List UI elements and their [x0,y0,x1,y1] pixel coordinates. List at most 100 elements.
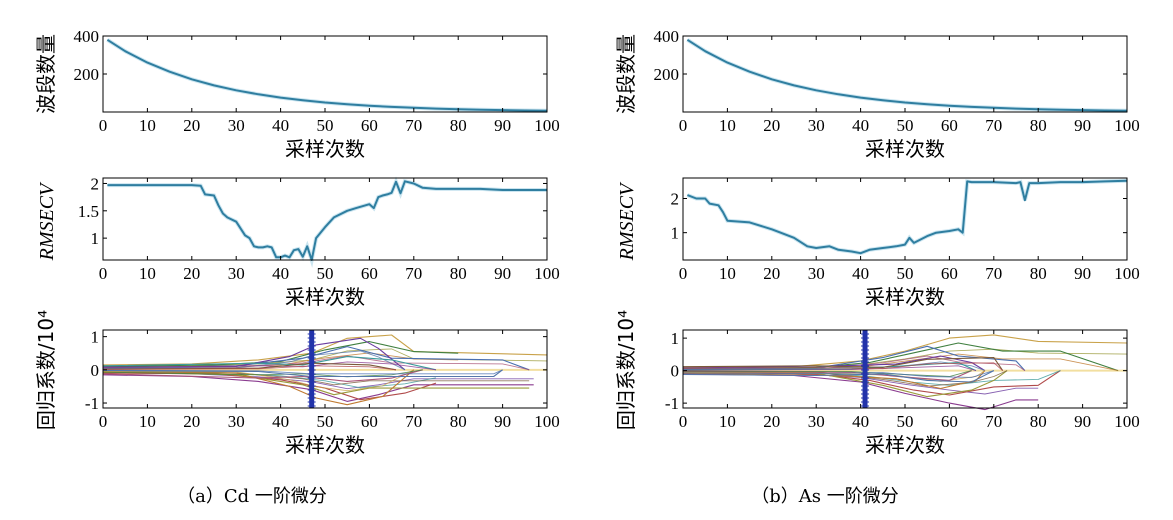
x-tick-label: 40 [272,412,289,431]
y-tick-label: 1 [671,224,680,243]
coef-series-line [682,373,1039,411]
x-tick-label: 0 [679,264,688,283]
y-tick-label: 2 [91,174,100,193]
y-tick-label: 400 [74,27,100,46]
x-tick-label: 10 [139,412,156,431]
y-tick-label: 2 [671,190,680,209]
x-tick-label: 20 [183,264,200,283]
x-tick-label: 30 [808,116,825,135]
series-line [106,38,548,112]
x-tick-label: 30 [228,412,245,431]
y-tick-label: -1 [85,394,99,413]
coef-series-line [102,361,437,371]
x-tick-label: 80 [450,264,467,283]
x-tick-label: 30 [808,264,825,283]
x-tick-label: 50 [897,264,914,283]
y-axis-title: 波段数量 [34,34,58,114]
x-tick-label: 90 [494,116,511,135]
coef-series-line [682,362,1003,371]
x-tick-label: 80 [450,116,467,135]
coef-series-line [102,369,503,378]
chart-0-0: 0 10 20 30 40 50 60 70 80 90 100 200 400 采样次数 波段数量 [34,27,560,161]
series-line [687,179,1128,255]
x-tick-label: 100 [1114,116,1140,135]
x-tick-label: 100 [534,412,560,431]
series-line [107,180,547,261]
x-axis-title: 采样次数 [285,137,365,161]
x-tick-label: 10 [719,412,736,431]
x-tick-label: 10 [719,116,736,135]
series-line-glow [107,176,547,268]
x-axis-title: 采样次数 [865,137,945,161]
y-tick-label: -1 [665,394,679,413]
x-tick-label: 60 [941,264,958,283]
coef-series-line [102,348,548,368]
coef-series-line [682,370,995,383]
x-tick-label: 70 [405,264,422,283]
x-tick-label: 70 [985,264,1002,283]
x-tick-label: 40 [852,412,869,431]
y-tick-label: 200 [74,65,100,84]
x-tick-label: 0 [679,116,688,135]
coef-series-line [102,334,548,366]
y-axis-title: RMSECV [36,181,58,261]
x-tick-label: 90 [1074,264,1091,283]
x-tick-label: 70 [985,412,1002,431]
x-tick-label: 90 [1074,116,1091,135]
x-tick-label: 80 [1030,116,1047,135]
x-tick-label: 40 [852,116,869,135]
x-tick-label: 80 [1030,412,1047,431]
coef-series-line [102,356,437,371]
y-tick-label: 1 [671,329,680,348]
x-tick-label: 100 [1114,412,1140,431]
y-axis-title: 回归系数/10⁴ [614,310,638,430]
x-tick-label: 20 [763,264,780,283]
y-axis-title: RMSECV [616,181,638,261]
y-tick-label: 1.5 [78,202,99,221]
x-axis-title: 采样次数 [285,433,365,457]
x-tick-label: 0 [99,412,108,431]
x-tick-label: 20 [763,116,780,135]
y-axis-title: 波段数量 [614,34,638,114]
x-tick-label: 90 [494,412,511,431]
x-tick-label: 60 [941,116,958,135]
x-tick-label: 40 [852,264,869,283]
x-tick-label: 80 [1030,264,1047,283]
x-tick-label: 50 [317,264,334,283]
caption-a: （a）Cd 一阶微分 [177,486,327,507]
caption-b: （b）As 一阶微分 [751,486,898,507]
x-tick-label: 70 [405,412,422,431]
x-tick-label: 60 [361,412,378,431]
x-tick-label: 30 [808,412,825,431]
coef-series-line [102,374,534,402]
coef-series-line [682,370,994,378]
x-tick-label: 10 [139,264,156,283]
x-tick-label: 100 [534,116,560,135]
plot-frame [682,177,1128,261]
coef-series-line [102,341,459,368]
coef-series-line [682,357,1004,371]
x-tick-label: 30 [228,116,245,135]
x-axis-title: 采样次数 [285,285,365,309]
x-tick-label: 100 [534,264,560,283]
x-tick-label: 10 [719,264,736,283]
coef-series-line [102,337,406,371]
coef-series-line [102,369,415,406]
x-tick-label: 70 [405,116,422,135]
x-tick-label: 60 [361,264,378,283]
x-tick-label: 50 [317,116,334,135]
x-tick-label: 30 [228,264,245,283]
y-tick-label: 400 [654,27,680,46]
x-tick-label: 0 [99,116,108,135]
x-tick-label: 20 [183,116,200,135]
chart-1-1: 0 10 20 30 40 50 60 70 80 90 100 1 2 采样次数 RMSECV [616,177,1140,309]
y-tick-label: 200 [654,65,680,84]
x-tick-label: 40 [272,116,289,135]
x-tick-label: 60 [361,116,378,135]
y-tick-label: 0 [91,361,100,380]
y-tick-label: 0 [671,362,680,381]
